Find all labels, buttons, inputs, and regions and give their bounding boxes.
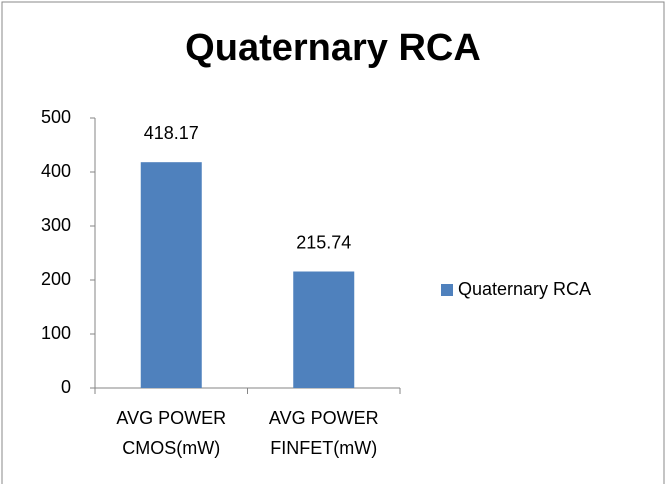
y-tick-label: 300	[41, 215, 71, 235]
x-tick-label: AVG POWER CMOS(mW)	[116, 408, 227, 458]
bar	[140, 162, 202, 388]
legend-swatch	[441, 284, 453, 296]
y-tick-label: 200	[41, 269, 71, 289]
x-tick-label: AVG POWER FINFET(mW)	[268, 408, 379, 458]
data-label: 215.74	[296, 232, 351, 252]
legend-label: Quaternary RCA	[458, 279, 591, 299]
y-tick-label: 0	[61, 377, 71, 397]
y-tick-label: 100	[41, 323, 71, 343]
data-label: 418.17	[144, 123, 199, 143]
y-tick-label: 500	[41, 107, 71, 127]
bar	[293, 271, 355, 388]
chart-title: Quaternary RCA	[185, 27, 481, 69]
y-tick-label: 400	[41, 161, 71, 181]
